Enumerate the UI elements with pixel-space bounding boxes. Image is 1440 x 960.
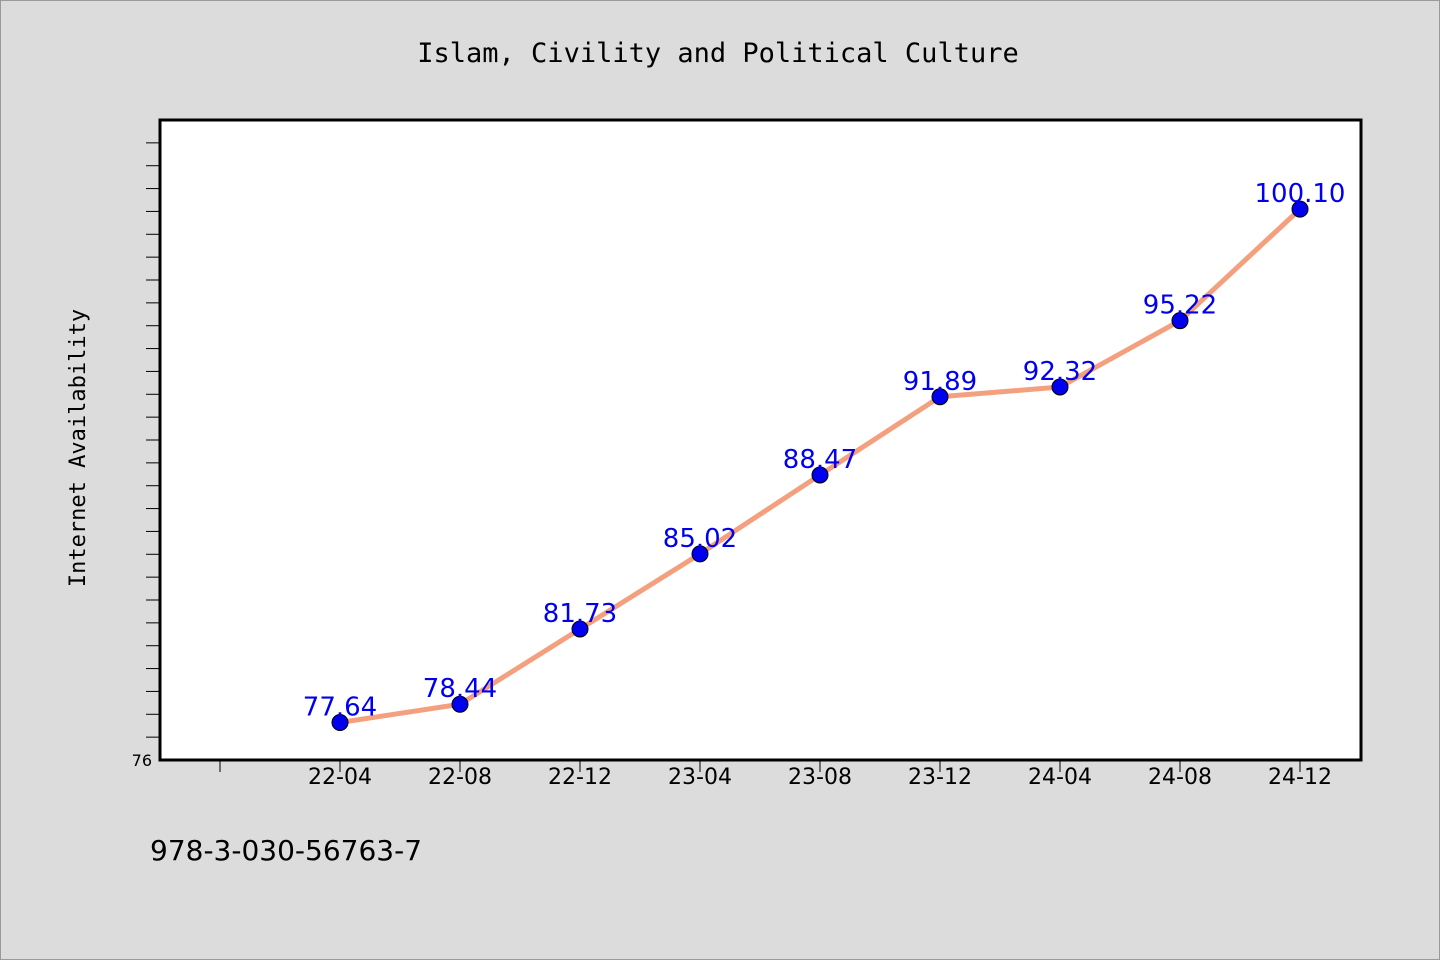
series-point [331, 714, 349, 732]
x-axis-tick-labels: 22-04 22-08 22-12 23-04 23-08 23-12 24-04 24-08… [308, 765, 1332, 790]
series-point [451, 695, 469, 713]
y-tick-label: 76 [132, 751, 152, 770]
x-tick-label: 22-12 [548, 765, 612, 790]
x-tick-label: 23-12 [908, 765, 972, 790]
x-tick-label: 22-08 [428, 765, 492, 790]
x-tick-label: 22-04 [308, 765, 372, 790]
data-label: 95.22 [1143, 291, 1217, 321]
series-point [931, 388, 949, 406]
plot-area [158, 118, 1363, 762]
data-label: 85.02 [663, 524, 737, 554]
y-axis-tick-labels: 76 [132, 751, 152, 770]
series-point [691, 545, 709, 563]
data-label: 77.64 [303, 693, 377, 723]
series-point [1051, 378, 1069, 396]
data-label: 88.47 [783, 445, 857, 475]
chart-title: Islam, Civility and Political Culture [417, 38, 1018, 69]
x-tick-label: 24-04 [1028, 765, 1092, 790]
data-label: 100.10 [1255, 179, 1346, 209]
series-points [331, 200, 1309, 732]
data-label: 81.73 [543, 599, 617, 629]
series-point [1171, 312, 1189, 330]
x-tick-label: 23-04 [668, 765, 732, 790]
footer-isbn: 978-3-030-56763-7 [150, 834, 423, 867]
data-label: 92.32 [1023, 357, 1097, 387]
data-label: 78.44 [423, 674, 497, 704]
series-point [1291, 200, 1309, 218]
y-axis-label: Internet Availability [66, 309, 91, 587]
data-labels: 77.64 78.44 81.73 85.02 88.47 91.89 92.32 95.22… [303, 179, 1346, 722]
data-label: 91.89 [903, 367, 977, 397]
x-tick-label: 23-08 [788, 765, 852, 790]
x-tick-label: 24-12 [1268, 765, 1332, 790]
series-point [571, 620, 589, 638]
series-point [811, 466, 829, 484]
x-tick-label: 24-08 [1148, 765, 1212, 790]
y-axis-ticks [146, 142, 160, 738]
x-axis-ticks [219, 760, 1301, 772]
